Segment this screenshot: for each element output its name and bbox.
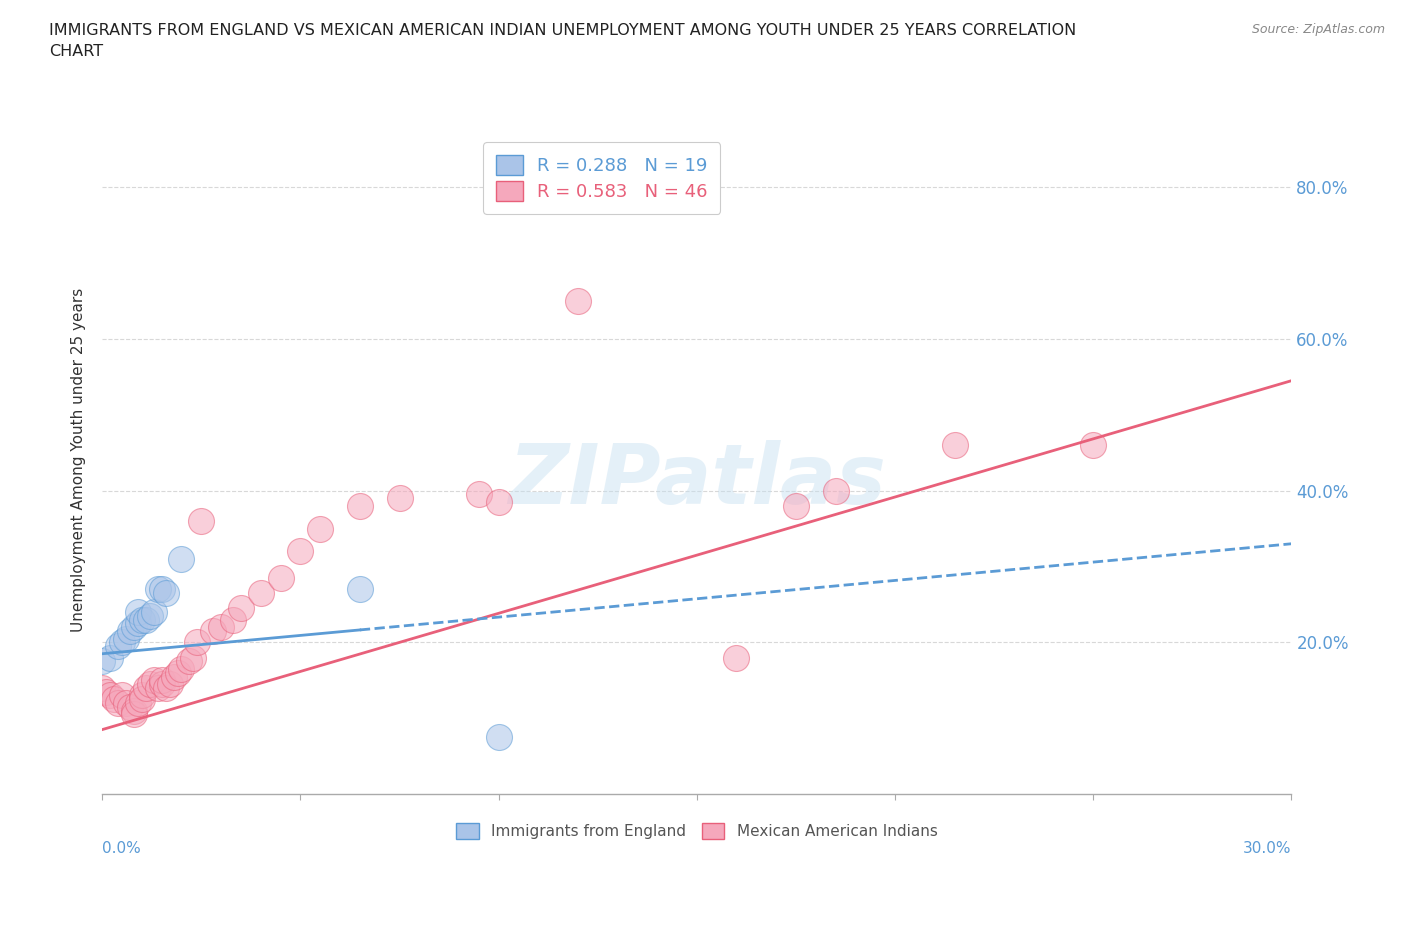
- Point: [91, 681, 114, 696]
- Y-axis label: Unemployment Among Youth under 25 years: Unemployment Among Youth under 25 years: [72, 288, 86, 632]
- Point: [186, 635, 208, 650]
- Point: [131, 612, 153, 627]
- Point: [190, 513, 212, 528]
- Point: [118, 623, 141, 638]
- Point: [103, 692, 125, 707]
- Point: [91, 654, 114, 669]
- Point: [139, 608, 162, 623]
- Point: [309, 521, 332, 536]
- Point: [202, 623, 225, 638]
- Point: [146, 681, 169, 696]
- Point: [155, 681, 177, 696]
- Point: [131, 688, 153, 703]
- Point: [162, 669, 184, 684]
- Point: [183, 650, 205, 665]
- Point: [349, 582, 371, 597]
- Text: 0.0%: 0.0%: [103, 841, 141, 856]
- Point: [170, 661, 193, 676]
- Point: [122, 703, 145, 718]
- Point: [229, 601, 252, 616]
- Point: [222, 612, 245, 627]
- Point: [122, 619, 145, 634]
- Point: [98, 688, 121, 703]
- Point: [290, 544, 312, 559]
- Point: [107, 696, 129, 711]
- Point: [96, 684, 118, 699]
- Point: [785, 498, 807, 513]
- Point: [127, 616, 149, 631]
- Point: [209, 619, 232, 634]
- Point: [270, 570, 292, 585]
- Point: [468, 487, 491, 502]
- Point: [150, 677, 173, 692]
- Point: [166, 665, 188, 680]
- Text: IMMIGRANTS FROM ENGLAND VS MEXICAN AMERICAN INDIAN UNEMPLOYMENT AMONG YOUTH UNDE: IMMIGRANTS FROM ENGLAND VS MEXICAN AMERI…: [49, 23, 1077, 60]
- Point: [115, 631, 138, 646]
- Point: [150, 673, 173, 688]
- Point: [115, 696, 138, 711]
- Point: [127, 696, 149, 711]
- Point: [488, 730, 510, 745]
- Point: [111, 635, 134, 650]
- Point: [111, 688, 134, 703]
- Point: [1083, 438, 1105, 453]
- Point: [179, 654, 201, 669]
- Point: [135, 612, 157, 627]
- Point: [135, 681, 157, 696]
- Point: [146, 582, 169, 597]
- Text: ZIPatlas: ZIPatlas: [508, 440, 886, 521]
- Text: Source: ZipAtlas.com: Source: ZipAtlas.com: [1251, 23, 1385, 36]
- Point: [488, 495, 510, 510]
- Point: [131, 692, 153, 707]
- Point: [150, 582, 173, 597]
- Point: [98, 650, 121, 665]
- Point: [122, 707, 145, 722]
- Point: [249, 586, 271, 601]
- Point: [725, 650, 748, 665]
- Point: [567, 294, 589, 309]
- Point: [142, 673, 165, 688]
- Point: [170, 551, 193, 566]
- Point: [349, 498, 371, 513]
- Point: [127, 604, 149, 619]
- Point: [824, 484, 846, 498]
- Legend: Immigrants from England, Mexican American Indians: Immigrants from England, Mexican America…: [449, 816, 945, 846]
- Point: [139, 677, 162, 692]
- Point: [155, 586, 177, 601]
- Point: [107, 639, 129, 654]
- Point: [388, 491, 411, 506]
- Point: [943, 438, 966, 453]
- Point: [159, 677, 181, 692]
- Text: 30.0%: 30.0%: [1243, 841, 1292, 856]
- Point: [142, 604, 165, 619]
- Point: [118, 699, 141, 714]
